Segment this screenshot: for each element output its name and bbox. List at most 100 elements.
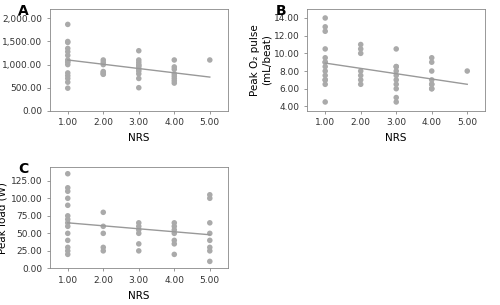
Point bbox=[64, 39, 72, 44]
Point bbox=[170, 252, 178, 257]
Point bbox=[100, 224, 108, 229]
Point bbox=[392, 69, 400, 74]
Point bbox=[135, 71, 143, 76]
Text: B: B bbox=[276, 4, 286, 18]
Text: A: A bbox=[18, 4, 29, 18]
Point bbox=[206, 192, 214, 197]
Point bbox=[64, 73, 72, 78]
Point bbox=[321, 55, 329, 60]
Point bbox=[135, 231, 143, 236]
Point bbox=[170, 64, 178, 69]
Point bbox=[64, 203, 72, 208]
Point bbox=[135, 60, 143, 65]
Point bbox=[64, 60, 72, 65]
Point bbox=[321, 77, 329, 82]
Point bbox=[206, 221, 214, 225]
Point bbox=[321, 46, 329, 51]
Y-axis label: Peak O₂ pulse
(mL/beat): Peak O₂ pulse (mL/beat) bbox=[250, 24, 271, 96]
Point bbox=[428, 86, 436, 91]
Point bbox=[135, 63, 143, 68]
Point bbox=[321, 99, 329, 104]
Point bbox=[356, 69, 364, 74]
X-axis label: NRS: NRS bbox=[128, 133, 150, 143]
Point bbox=[392, 64, 400, 69]
Point bbox=[356, 51, 364, 56]
Point bbox=[392, 64, 400, 69]
Point bbox=[100, 58, 108, 63]
Point bbox=[321, 29, 329, 34]
Point bbox=[64, 196, 72, 201]
Point bbox=[170, 224, 178, 229]
Point bbox=[428, 82, 436, 87]
Point bbox=[428, 86, 436, 91]
Point bbox=[135, 69, 143, 74]
Point bbox=[64, 185, 72, 190]
Point bbox=[64, 76, 72, 81]
Point bbox=[64, 86, 72, 91]
Point bbox=[206, 245, 214, 250]
Point bbox=[206, 58, 214, 63]
Point bbox=[170, 231, 178, 236]
Point bbox=[64, 217, 72, 222]
Point bbox=[170, 76, 178, 81]
Point bbox=[64, 70, 72, 75]
Point bbox=[321, 69, 329, 74]
Point bbox=[356, 82, 364, 87]
Point bbox=[428, 60, 436, 65]
Point bbox=[135, 221, 143, 225]
Point bbox=[321, 60, 329, 65]
Point bbox=[135, 228, 143, 232]
Point bbox=[64, 40, 72, 45]
Point bbox=[206, 231, 214, 236]
Point bbox=[135, 249, 143, 253]
Point bbox=[135, 62, 143, 67]
Point bbox=[206, 196, 214, 201]
Point bbox=[135, 85, 143, 90]
Point bbox=[100, 62, 108, 67]
Point bbox=[64, 245, 72, 250]
Point bbox=[100, 245, 108, 250]
Point bbox=[100, 72, 108, 77]
Point bbox=[321, 82, 329, 87]
Point bbox=[64, 62, 72, 67]
Point bbox=[392, 46, 400, 51]
Y-axis label: Peak load (W): Peak load (W) bbox=[0, 182, 8, 253]
Point bbox=[206, 259, 214, 264]
Point bbox=[135, 76, 143, 81]
Point bbox=[392, 86, 400, 91]
Point bbox=[428, 55, 436, 60]
Point bbox=[428, 82, 436, 87]
Point bbox=[206, 249, 214, 253]
Point bbox=[64, 59, 72, 64]
X-axis label: NRS: NRS bbox=[386, 133, 407, 143]
Point bbox=[135, 242, 143, 246]
Point bbox=[135, 67, 143, 72]
Point bbox=[135, 64, 143, 69]
Point bbox=[64, 221, 72, 225]
Point bbox=[64, 49, 72, 54]
Point bbox=[64, 53, 72, 58]
Point bbox=[392, 99, 400, 104]
Point bbox=[170, 221, 178, 225]
Point bbox=[64, 46, 72, 51]
Point bbox=[170, 58, 178, 63]
Point bbox=[428, 77, 436, 82]
Point bbox=[170, 71, 178, 76]
Point bbox=[100, 71, 108, 76]
Point bbox=[392, 73, 400, 78]
Point bbox=[100, 231, 108, 236]
Point bbox=[100, 210, 108, 215]
Point bbox=[392, 77, 400, 82]
Text: C: C bbox=[18, 162, 28, 176]
Point bbox=[64, 231, 72, 236]
Point bbox=[64, 224, 72, 229]
Point bbox=[64, 252, 72, 257]
Point bbox=[100, 60, 108, 65]
Point bbox=[64, 214, 72, 218]
Point bbox=[321, 16, 329, 20]
Point bbox=[64, 249, 72, 253]
Point bbox=[463, 69, 471, 74]
Point bbox=[428, 69, 436, 74]
Point bbox=[392, 95, 400, 100]
Point bbox=[64, 189, 72, 194]
